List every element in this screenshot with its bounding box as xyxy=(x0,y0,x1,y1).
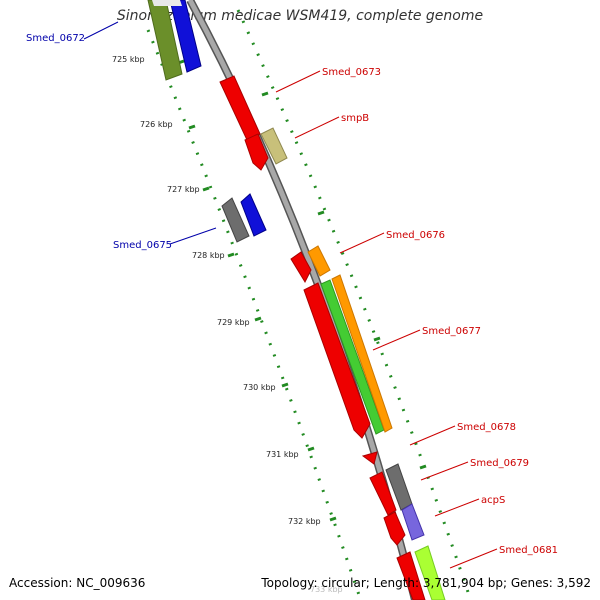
gene-label[interactable]: Smed_0679 xyxy=(470,458,529,469)
tick-label: 731 kbp xyxy=(266,450,299,459)
gene-label[interactable]: Smed_0676 xyxy=(386,230,445,241)
gene-label[interactable]: Smed_0678 xyxy=(457,422,516,433)
gene-smed0681-red[interactable] xyxy=(396,551,426,600)
gene-label[interactable]: acpS xyxy=(481,495,505,506)
gene-smed0679-red[interactable] xyxy=(369,471,397,516)
tick-label: 728 kbp xyxy=(192,251,225,260)
tick-label: 732 kbp xyxy=(288,517,321,526)
outer-tick-arc xyxy=(236,9,472,599)
gene-smed0677-orange[interactable] xyxy=(331,274,393,433)
tick-label: 727 kbp xyxy=(167,185,200,194)
gene-smed0675-gray[interactable] xyxy=(221,197,250,243)
inner-tick-arc xyxy=(146,29,362,599)
gene-smed0675-blue[interactable] xyxy=(240,193,267,237)
gene-smed0678[interactable] xyxy=(361,451,378,465)
gene-smpb[interactable] xyxy=(260,127,288,165)
gene-smed0672-top-strip xyxy=(152,0,182,6)
gene-smed0672-green[interactable] xyxy=(147,0,183,81)
gene-label[interactable]: Smed_0677 xyxy=(422,326,481,337)
topology-text: Topology: circular; Length: 3,781,904 bp… xyxy=(261,576,591,590)
gene-smed0673b[interactable] xyxy=(244,133,269,171)
tick-label: 725 kbp xyxy=(112,55,145,64)
gene-smed0677-red[interactable] xyxy=(303,282,371,439)
gene-acps-red[interactable] xyxy=(383,511,406,546)
gene-label[interactable]: Smed_0673 xyxy=(322,67,381,78)
gene-label[interactable]: Smed_0675 xyxy=(113,240,172,251)
tick-label: 730 kbp xyxy=(243,383,276,392)
gene-label[interactable]: Smed_0681 xyxy=(499,545,558,556)
outer-tick-marks xyxy=(261,91,427,470)
gene-smed0681-lime[interactable] xyxy=(414,545,446,600)
gene-smed0672-blue[interactable] xyxy=(169,0,202,73)
gene-label[interactable]: smpB xyxy=(341,113,369,124)
tick-label: 733 kbp xyxy=(310,585,343,594)
gene-smed0676-orange[interactable] xyxy=(307,245,331,277)
gene-acps-purple[interactable] xyxy=(401,503,425,541)
accession-text: Accession: NC_009636 xyxy=(9,576,146,590)
gene-smed0673[interactable] xyxy=(219,75,261,141)
label-connectors xyxy=(83,21,498,569)
gene-labels: Smed_0672 Smed_0673 smpB Smed_0675 Smed_… xyxy=(26,33,558,556)
tick-label: 726 kbp xyxy=(140,120,173,129)
gene-smed0676[interactable] xyxy=(290,251,312,284)
tick-label: 729 kbp xyxy=(217,318,250,327)
gene-label[interactable]: Smed_0672 xyxy=(26,33,85,44)
map-title: Sinorhizobium medicae WSM419, complete g… xyxy=(116,8,484,24)
tick-labels: 725 kbp 726 kbp 727 kbp 728 kbp 729 kbp … xyxy=(112,55,343,594)
